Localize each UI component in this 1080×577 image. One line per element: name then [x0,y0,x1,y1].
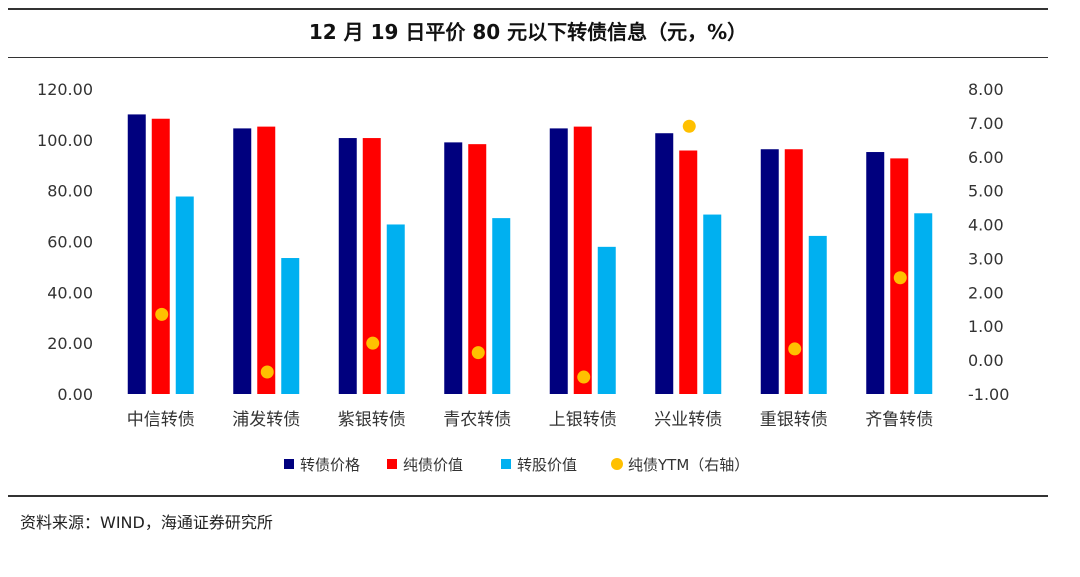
chart-title: 12 月 19 日平价 80 元以下转债信息（元，%） [308,20,748,44]
right-tick-label: 5.00 [968,182,1004,201]
legend-label: 纯债价值 [403,456,463,474]
bar-pure-bond-value [468,144,487,394]
right-axis: -1.00 0.00 1.00 2.00 3.00 4.00 5.00 6.00 7.00 8.0… [968,80,1009,404]
bar-bond-price [866,152,885,394]
ytm-point [155,307,169,321]
right-tick-label: 1.00 [968,317,1004,336]
bar-pure-bond-value [679,150,698,394]
title-rule [8,57,1048,58]
legend-label: 纯债YTM（右轴） [628,456,749,474]
legend-label: 转债价格 [300,456,360,474]
legend-swatch [387,459,397,469]
category-label: 兴业转债 [654,410,722,430]
left-axis: 0.00 20.00 40.00 60.00 80.00 100.00 120.00 [37,80,93,404]
legend: 转债价格 纯债价值 转股价值 纯债YTM（右轴） [284,456,749,474]
ytm-point [471,346,485,360]
left-tick-label: 40.00 [47,283,93,302]
right-tick-label: 4.00 [968,216,1004,235]
bar-bond-price [127,114,146,395]
bar-conversion-value [492,218,511,394]
bar-conversion-value [597,246,616,394]
ytm-point [788,342,802,356]
right-tick-label: 0.00 [968,351,1004,370]
bar-conversion-value [808,235,827,394]
legend-swatch [611,458,623,470]
left-tick-label: 60.00 [47,233,93,252]
ytm-point [577,370,591,384]
category-label: 浦发转债 [232,410,300,430]
legend-label: 转股价值 [517,456,577,474]
right-tick-label: 6.00 [968,148,1004,167]
ytm-point [366,336,380,350]
source-note: 资料来源：WIND，海通证券研究所 [20,513,273,532]
bar-pure-bond-value [151,118,170,395]
ytm-points [155,119,907,384]
legend-swatch [284,459,294,469]
legend-swatch [501,459,511,469]
ytm-point [682,119,696,133]
right-tick-label: -1.00 [968,385,1009,404]
bar-bond-price [549,128,568,395]
bar-pure-bond-value [573,126,592,394]
category-label: 上银转债 [549,410,617,430]
ytm-point [260,365,274,379]
bottom-rule [8,495,1048,497]
bar-pure-bond-value [362,138,381,394]
bar-bond-price [444,142,463,394]
right-tick-label: 8.00 [968,80,1004,99]
category-labels: 中信转债 浦发转债 紫银转债 青农转债 上银转债 兴业转债 重银转债 齐鲁转债 [127,410,934,430]
bar-conversion-value [281,258,300,394]
left-tick-label: 120.00 [37,80,93,99]
right-tick-label: 7.00 [968,114,1004,133]
bar-pure-bond-value [784,149,803,394]
bar-bond-price [233,128,252,395]
bars [127,114,933,395]
category-label: 紫银转债 [338,410,406,430]
bar-conversion-value [386,224,405,394]
left-tick-label: 0.00 [57,385,93,404]
right-tick-label: 2.00 [968,283,1004,302]
bar-conversion-value [703,214,722,394]
category-label: 重银转债 [760,410,828,430]
left-tick-label: 100.00 [37,131,93,150]
top-rule [8,8,1048,10]
left-tick-label: 20.00 [47,334,93,353]
left-tick-label: 80.00 [47,182,93,201]
chart: 0.00 20.00 40.00 60.00 80.00 100.00 120.00 -1.… [37,80,1009,474]
category-label: 青农转债 [443,410,511,430]
bar-bond-price [338,138,357,394]
bar-bond-price [655,133,674,394]
category-label: 中信转债 [127,410,195,430]
bar-conversion-value [914,213,933,394]
bar-pure-bond-value [257,126,276,394]
bar-bond-price [760,149,779,394]
ytm-point [893,271,907,285]
category-label: 齐鲁转债 [865,410,933,430]
bar-conversion-value [175,196,194,394]
right-tick-label: 3.00 [968,249,1004,268]
